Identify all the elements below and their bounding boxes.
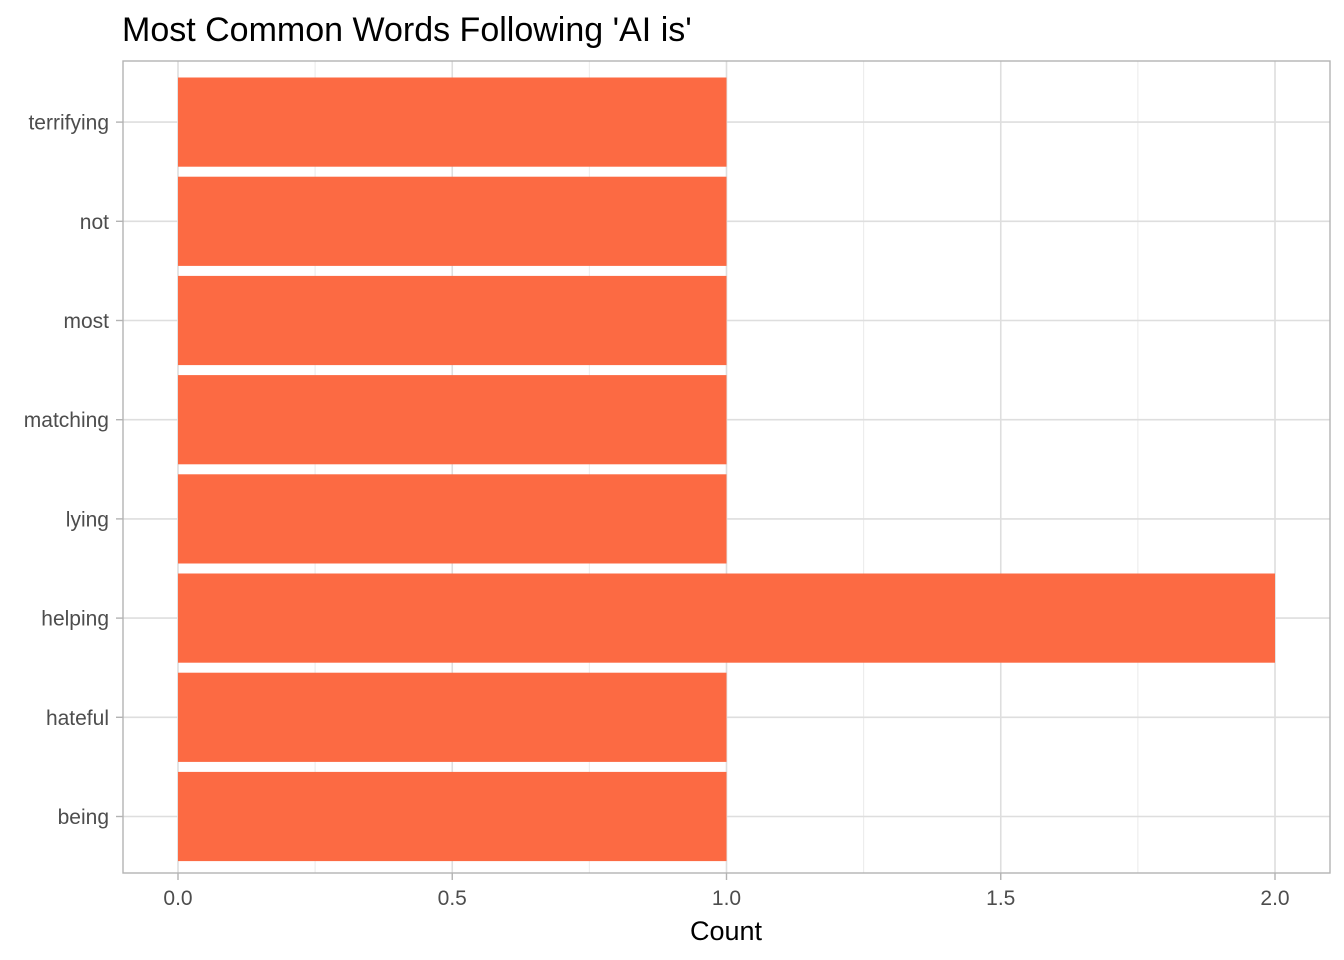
y-tick-label: matching bbox=[24, 409, 109, 432]
x-axis-title: Count bbox=[690, 916, 763, 946]
bar-matching bbox=[178, 375, 727, 465]
y-tick-label: most bbox=[63, 310, 109, 333]
y-tick-label: helping bbox=[41, 608, 109, 631]
bars bbox=[178, 77, 1275, 862]
y-tick-label: being bbox=[58, 806, 109, 829]
x-tick-label: 1.0 bbox=[712, 887, 741, 910]
chart-title: Most Common Words Following 'AI is' bbox=[122, 11, 692, 49]
y-tick-label: hateful bbox=[46, 707, 109, 730]
y-tick-label: lying bbox=[66, 508, 109, 531]
bar-not bbox=[178, 176, 727, 266]
bar-hateful bbox=[178, 672, 727, 762]
bar-terrifying bbox=[178, 77, 727, 167]
x-tick-label: 2.0 bbox=[1260, 887, 1289, 910]
bar-lying bbox=[178, 474, 727, 564]
bar-being bbox=[178, 771, 727, 862]
y-tick-label: terrifying bbox=[28, 112, 109, 135]
x-tick-label: 1.5 bbox=[986, 887, 1015, 910]
x-tick-label: 0.0 bbox=[163, 887, 192, 910]
x-tick-label: 0.5 bbox=[438, 887, 467, 910]
bar-most bbox=[178, 275, 727, 366]
x-axis: 0.0 0.5 1.0 1.5 2.0 bbox=[163, 873, 1290, 910]
bar-helping bbox=[178, 573, 1275, 663]
y-tick-label: not bbox=[80, 211, 109, 234]
y-axis: being hateful helping lying matching most not t… bbox=[24, 112, 123, 829]
